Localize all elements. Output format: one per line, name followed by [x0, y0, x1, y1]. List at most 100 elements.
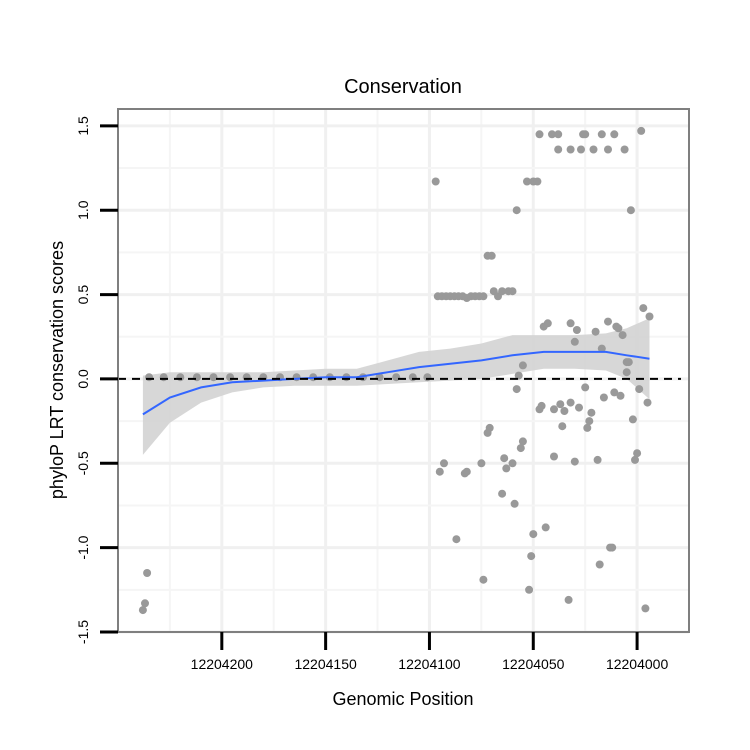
data-point [435, 467, 444, 476]
data-point [548, 130, 556, 139]
data-point [485, 423, 494, 432]
data-point [585, 417, 594, 426]
data-points [138, 126, 654, 615]
data-point [523, 177, 531, 186]
data-point [566, 398, 575, 407]
data-point [631, 455, 639, 464]
data-point [500, 454, 509, 463]
data-point [498, 287, 507, 296]
x-tick-label: 12204000 [606, 656, 669, 672]
smooth-trend-line [142, 350, 650, 416]
x-axis-label: Genomic Position [332, 689, 473, 709]
data-point [508, 287, 517, 296]
data-point [527, 552, 536, 561]
data-point [525, 585, 534, 594]
data-point [543, 319, 552, 328]
x-tick-label: 12204100 [398, 656, 461, 672]
x-axis: 12204200 12204150 12204100 12204050 12204000 [191, 632, 669, 672]
data-point [176, 373, 185, 382]
data-point [589, 145, 598, 154]
y-tick-label: -1.0 [75, 535, 91, 559]
data-point [479, 575, 488, 584]
data-point [583, 423, 592, 432]
data-point [614, 324, 623, 333]
data-point [566, 145, 575, 154]
data-point [479, 292, 488, 301]
data-point [145, 373, 154, 382]
data-point [604, 317, 612, 326]
data-point [242, 373, 251, 382]
y-axis-label: phyloP LRT conservation scores [47, 241, 67, 499]
y-tick-label: 0.5 [75, 285, 91, 305]
confidence-band [142, 318, 650, 455]
data-point [192, 373, 201, 382]
y-tick-label: 1.5 [75, 116, 91, 136]
data-point [502, 464, 511, 473]
data-point [487, 251, 496, 260]
data-point [641, 604, 650, 613]
plot-frame [117, 108, 690, 633]
chart-title: Conservation [344, 76, 462, 98]
data-point [558, 422, 567, 431]
data-point [575, 403, 583, 412]
data-point [423, 373, 432, 382]
data-point [591, 327, 600, 336]
y-tick-label: 1.0 [75, 200, 91, 220]
data-point [498, 489, 507, 498]
y-tick-label: -1.5 [75, 620, 91, 644]
data-point [581, 383, 590, 392]
data-point [622, 368, 631, 377]
data-point [570, 337, 579, 346]
data-point [159, 373, 168, 382]
data-point [624, 358, 633, 367]
data-point [508, 459, 517, 468]
y-tick-label: 0.0 [75, 369, 91, 389]
data-point [566, 319, 575, 328]
data-point [626, 206, 635, 215]
data-point [462, 467, 471, 476]
data-point [518, 361, 527, 370]
data-point [408, 373, 417, 382]
data-point [633, 449, 642, 458]
data-point [604, 145, 612, 154]
data-point [477, 459, 486, 468]
data-point [529, 530, 538, 539]
data-point [533, 177, 542, 186]
data-point [541, 523, 550, 532]
data-point [518, 437, 527, 446]
data-point [440, 459, 448, 468]
data-point [292, 373, 301, 382]
data-point [610, 388, 619, 397]
data-point [595, 560, 604, 569]
data-point [570, 457, 579, 466]
data-point [554, 145, 563, 154]
data-point [635, 385, 644, 394]
data-point [431, 177, 440, 186]
y-axis: -1.5 -1.0 -0.5 0.0 0.5 1.0 1.5 [75, 116, 118, 644]
data-point [550, 405, 558, 414]
data-point [587, 408, 596, 417]
data-point [643, 398, 652, 407]
data-point [554, 130, 563, 139]
data-point [138, 606, 147, 615]
data-point [610, 130, 619, 139]
data-point [637, 126, 646, 135]
data-point [599, 393, 608, 402]
data-point [597, 344, 606, 353]
x-tick-label: 12204050 [502, 656, 565, 672]
data-point [581, 130, 590, 139]
data-point [639, 304, 648, 313]
data-point [564, 595, 573, 604]
data-point [577, 145, 585, 154]
data-point [143, 569, 152, 577]
data-point [645, 312, 654, 321]
data-point [516, 444, 525, 453]
data-point [608, 543, 617, 552]
x-tick-label: 12204200 [191, 656, 254, 672]
data-point [618, 331, 627, 340]
data-point [510, 499, 519, 508]
data-point [597, 130, 606, 139]
smooth-line [142, 350, 650, 416]
data-point [560, 407, 569, 415]
data-point [620, 145, 629, 154]
